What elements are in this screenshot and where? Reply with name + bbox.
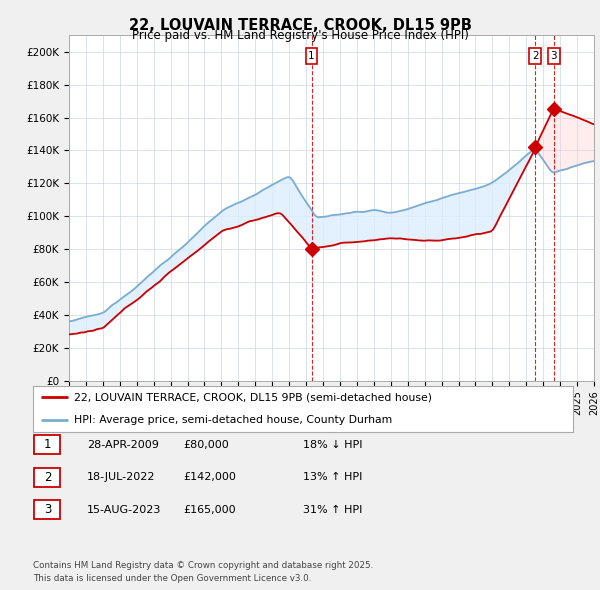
Text: 22, LOUVAIN TERRACE, CROOK, DL15 9PB: 22, LOUVAIN TERRACE, CROOK, DL15 9PB [128, 18, 472, 32]
FancyBboxPatch shape [34, 500, 61, 519]
Text: £142,000: £142,000 [183, 473, 236, 482]
Text: Price paid vs. HM Land Registry's House Price Index (HPI): Price paid vs. HM Land Registry's House … [131, 30, 469, 42]
FancyBboxPatch shape [34, 468, 61, 487]
Text: 28-APR-2009: 28-APR-2009 [87, 440, 159, 450]
Text: HPI: Average price, semi-detached house, County Durham: HPI: Average price, semi-detached house,… [74, 415, 392, 425]
Text: Contains HM Land Registry data © Crown copyright and database right 2025.
This d: Contains HM Land Registry data © Crown c… [33, 560, 373, 583]
Text: 31% ↑ HPI: 31% ↑ HPI [303, 505, 362, 514]
Text: 1: 1 [44, 438, 51, 451]
Text: 15-AUG-2023: 15-AUG-2023 [87, 505, 161, 514]
Text: 1: 1 [308, 51, 315, 61]
Text: 3: 3 [550, 51, 557, 61]
Text: £80,000: £80,000 [183, 440, 229, 450]
Text: 2: 2 [44, 471, 51, 484]
Text: 3: 3 [44, 503, 51, 516]
Text: 18-JUL-2022: 18-JUL-2022 [87, 473, 155, 482]
Text: 13% ↑ HPI: 13% ↑ HPI [303, 473, 362, 482]
Text: 22, LOUVAIN TERRACE, CROOK, DL15 9PB (semi-detached house): 22, LOUVAIN TERRACE, CROOK, DL15 9PB (se… [74, 392, 431, 402]
Text: £165,000: £165,000 [183, 505, 236, 514]
Text: 18% ↓ HPI: 18% ↓ HPI [303, 440, 362, 450]
Text: 2: 2 [532, 51, 539, 61]
FancyBboxPatch shape [34, 435, 61, 454]
